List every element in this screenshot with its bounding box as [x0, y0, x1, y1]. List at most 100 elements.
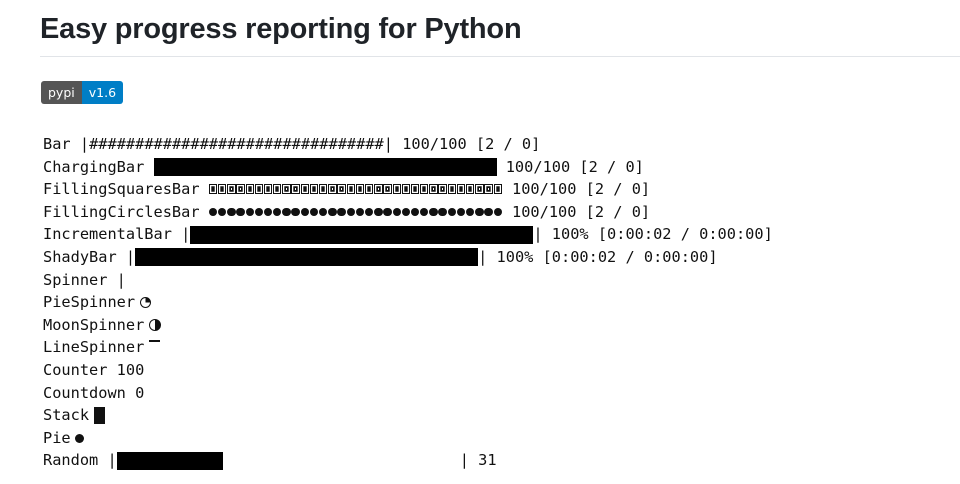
square-cell [291, 184, 300, 195]
square-cell [374, 184, 383, 195]
square-cell [420, 184, 429, 195]
circle-cell [438, 207, 447, 217]
title-divider [40, 56, 960, 57]
terminal-output: Bar | ################################ | 1… [43, 133, 773, 472]
pie-dot-icon [75, 433, 85, 443]
circle-cell [282, 207, 291, 217]
square-cell [493, 184, 502, 195]
circle-cell [420, 207, 429, 217]
incrementalbar-row: IncrementalBar | | 100% [0:00:02 / 0:00:0… [43, 223, 773, 246]
spinner-row: Spinner | [43, 269, 773, 292]
chargingbar-suffix: 100/100 [2 / 0] [496, 157, 644, 176]
square-cell [309, 184, 319, 195]
circle-cell [309, 207, 319, 217]
square-cell [227, 184, 236, 195]
stack-row: Stack [43, 404, 773, 427]
circle-cell [328, 207, 337, 217]
pie-text: Pie [43, 428, 71, 447]
circle-cell [208, 207, 218, 217]
counter-text: Counter 100 [43, 360, 145, 379]
square-cell [475, 184, 484, 195]
square-cell [364, 184, 374, 195]
bar-suffix: | 100/100 [2 / 0] [383, 135, 541, 153]
square-cell [438, 184, 447, 195]
random-fill [116, 451, 223, 470]
fillingsquaresbar-prefix: FillingSquaresBar [43, 180, 209, 199]
circle-cell [273, 207, 282, 217]
shadybar-prefix: ShadyBar | [43, 247, 136, 266]
circle-cell [466, 207, 475, 217]
circle-cell [447, 207, 457, 217]
shadybar-row: ShadyBar | | 100% [0:00:02 / 0:00:00] [43, 246, 773, 269]
square-cell [456, 184, 466, 195]
circle-cell [236, 207, 245, 217]
countdown-row: Countdown 0 [43, 382, 773, 405]
pypi-version-badge[interactable]: pypi v1.6 [41, 81, 124, 104]
circle-cell [337, 207, 346, 217]
moonspinner-row: MoonSpinner [43, 314, 773, 337]
square-cell [328, 184, 337, 195]
square-cell [245, 184, 254, 195]
piespinner-text: PieSpinner [43, 293, 136, 312]
page-title: Easy progress reporting for Python [40, 13, 522, 45]
moonspinner-text: MoonSpinner [43, 315, 145, 334]
square-cell [254, 184, 264, 195]
circle-cell [383, 207, 392, 217]
incrementalbar-prefix: IncrementalBar | [43, 225, 191, 244]
line-spinner-icon [148, 339, 160, 342]
random-prefix: Random | [43, 451, 117, 470]
fillingcirclesbar-row: FillingCirclesBar 100/100 [2 / 0] [43, 201, 773, 224]
circle-cell [217, 207, 227, 217]
linespinner-row: LineSpinner [43, 336, 773, 359]
badge-label: pypi [41, 81, 82, 104]
square-cell [273, 184, 282, 195]
piespinner-row: PieSpinner [43, 291, 773, 314]
circle-cell [429, 207, 438, 217]
fillingcirclesbar-suffix: 100/100 [2 / 0] [502, 202, 651, 221]
square-cell [429, 184, 438, 195]
circle-cell [245, 207, 254, 217]
pie-spinner-icon [139, 296, 151, 308]
square-cell [319, 184, 328, 195]
circle-cell [346, 207, 355, 217]
fillingcirclesbar-fill [208, 207, 503, 217]
random-row: Random | | 31 [43, 449, 773, 472]
circle-cell [493, 207, 502, 217]
stack-text: Stack [43, 406, 90, 425]
circle-cell [300, 207, 310, 217]
square-cell [208, 184, 218, 195]
square-cell [466, 184, 475, 195]
countdown-text: Countdown 0 [43, 383, 145, 402]
random-suffix: | 31 [459, 451, 497, 470]
square-cell [410, 184, 420, 195]
circle-cell [319, 207, 328, 217]
bar-row: Bar | ################################ | 1… [43, 133, 773, 156]
moon-spinner-icon [148, 319, 161, 332]
fillingsquaresbar-row: FillingSquaresBar 100/100 [2 / 0] [43, 178, 773, 201]
bar-prefix: Bar | [43, 135, 90, 153]
square-cell [217, 184, 227, 195]
square-cell [392, 184, 401, 195]
square-cell [346, 184, 355, 195]
square-cell [300, 184, 310, 195]
square-cell [337, 184, 346, 195]
circle-cell [410, 207, 420, 217]
spinner-text: Spinner | [43, 270, 126, 289]
square-cell [282, 184, 291, 195]
shadybar-fill [135, 248, 479, 267]
fillingsquaresbar-suffix: 100/100 [2 / 0] [502, 180, 651, 199]
chargingbar-row: ChargingBar 100/100 [2 / 0] [43, 156, 773, 179]
circle-cell [475, 207, 484, 217]
pie-row: Pie [43, 427, 773, 450]
circle-cell [374, 207, 383, 217]
square-cell [484, 184, 493, 195]
circle-cell [263, 207, 273, 217]
square-cell [447, 184, 457, 195]
square-cell [263, 184, 273, 195]
circle-cell [456, 207, 466, 217]
circle-cell [254, 207, 264, 217]
square-cell [383, 184, 392, 195]
circle-cell [291, 207, 300, 217]
shadybar-suffix: | 100% [0:00:02 / 0:00:00] [478, 247, 718, 266]
square-cell [401, 184, 411, 195]
